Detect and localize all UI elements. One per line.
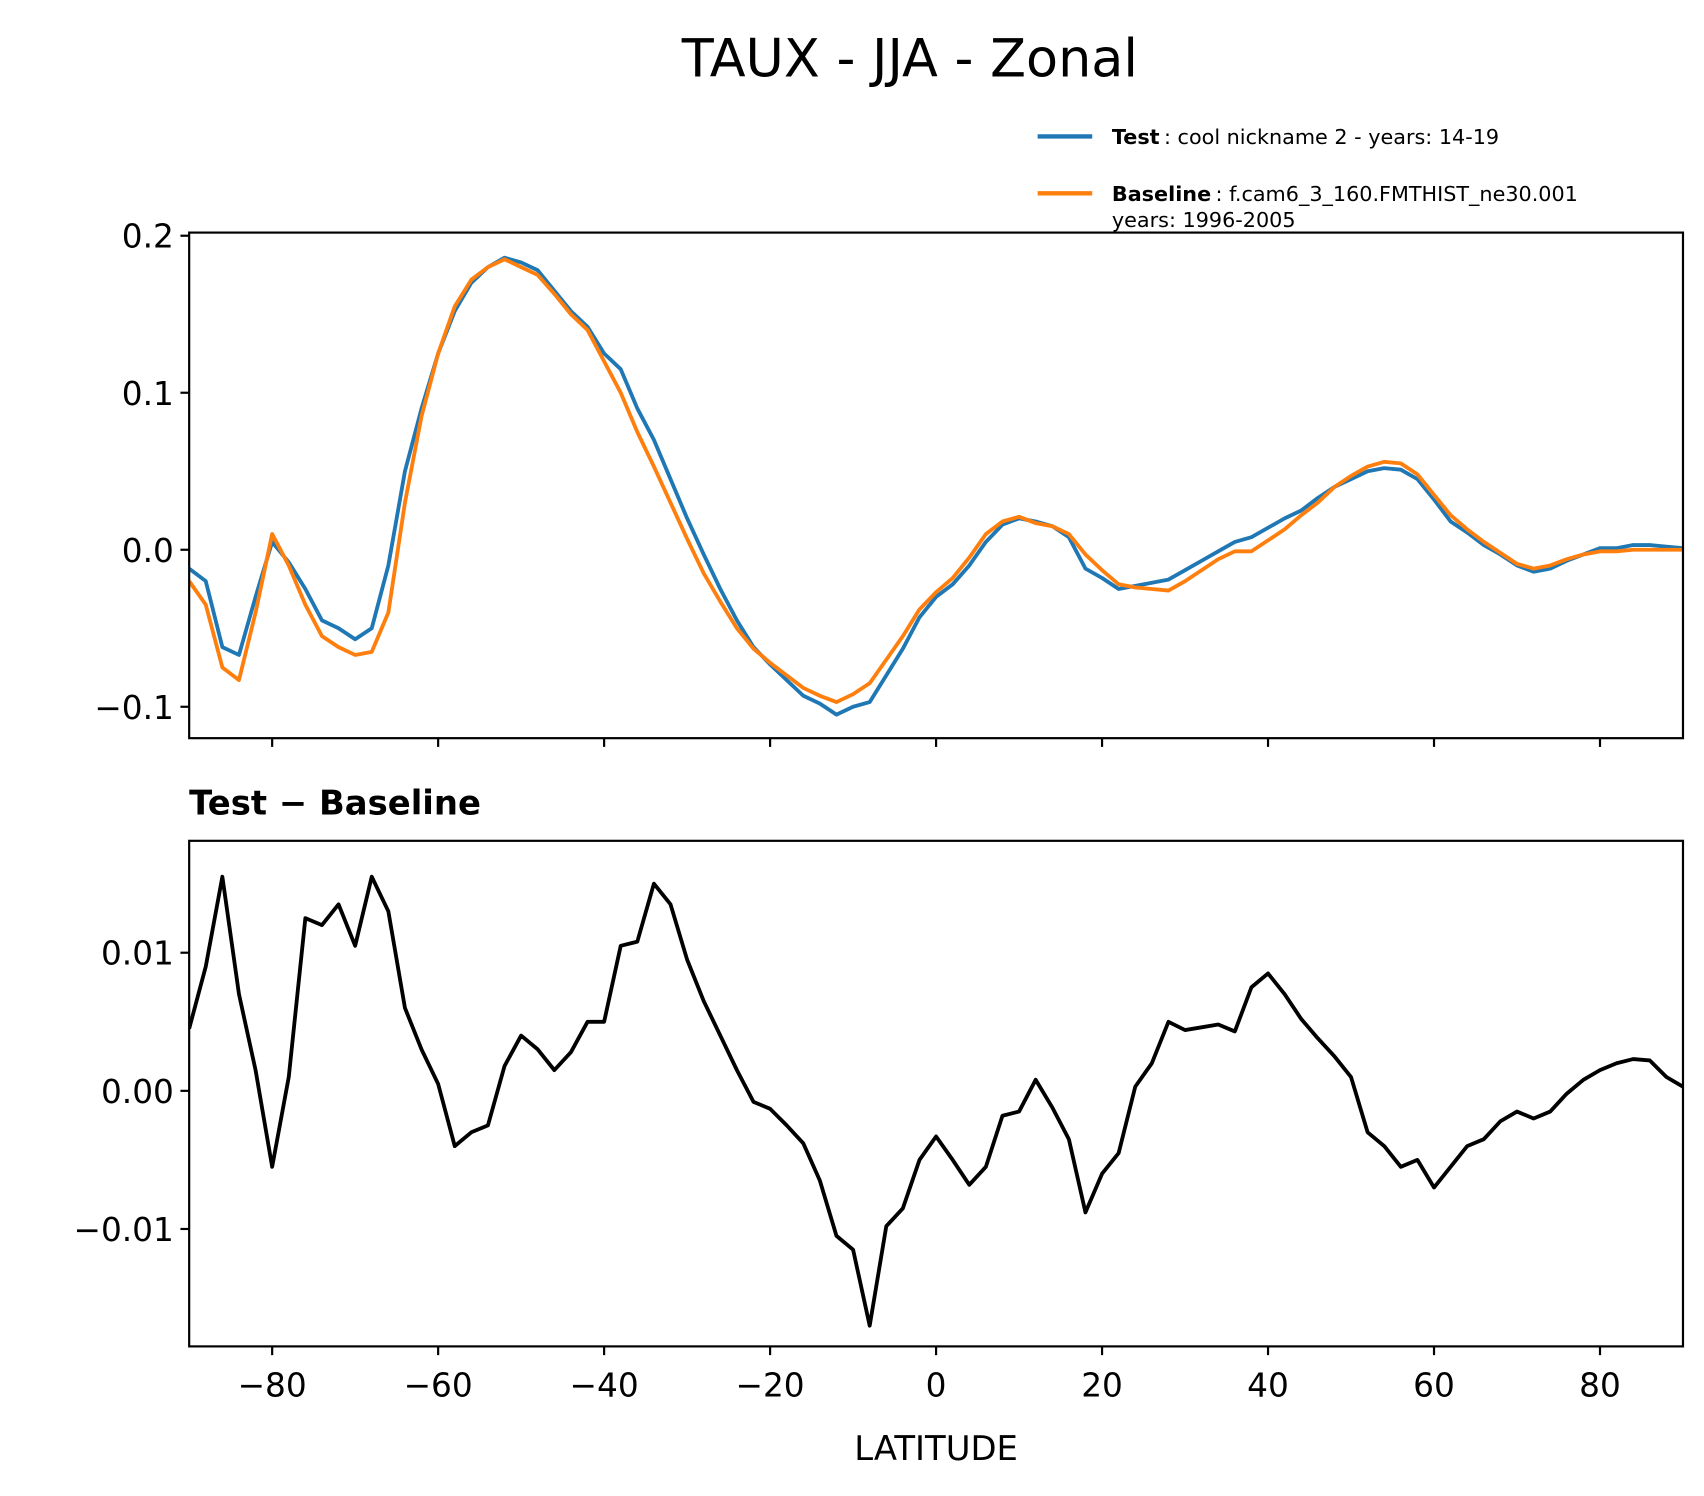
x-tick-label: 60 xyxy=(1413,1367,1455,1405)
y-tick-label: −0.1 xyxy=(94,689,174,727)
figure-title: TAUX - JJA - Zonal xyxy=(681,28,1138,89)
x-tick-label: −40 xyxy=(570,1367,639,1405)
y-tick-label: 0.00 xyxy=(101,1073,174,1111)
y-tick-label: 0.1 xyxy=(122,375,174,413)
y-tick-label: 0.2 xyxy=(122,218,174,256)
x-axis-label: LATITUDE xyxy=(854,1429,1018,1468)
x-tick-label: 80 xyxy=(1579,1367,1621,1405)
legend-description: : cool nickname 2 - years: 14-19 xyxy=(1164,125,1499,149)
data-line xyxy=(189,257,1683,704)
data-line xyxy=(189,255,1683,717)
axes-frame xyxy=(188,839,1685,1348)
x-tick-label: 20 xyxy=(1081,1367,1123,1405)
y-tick-label: 0.0 xyxy=(122,532,174,570)
legend-description: : f.cam6_3_160.FMTHIST_ne30.001 xyxy=(1216,182,1578,207)
axes-frame xyxy=(188,231,1685,740)
data-line xyxy=(189,874,1683,1328)
subplot-title: Test − Baseline xyxy=(189,784,481,823)
x-tick-label: 40 xyxy=(1247,1367,1289,1405)
y-tick-label: −0.01 xyxy=(74,1211,174,1249)
x-tick-label: −60 xyxy=(404,1367,473,1405)
x-tick-label: −80 xyxy=(238,1367,307,1405)
legend-entry: Test: cool nickname 2 - years: 14-19 xyxy=(1112,125,1499,149)
x-tick-label: −20 xyxy=(736,1367,805,1405)
y-tick-label: 0.01 xyxy=(101,935,174,973)
legend-name: Baseline xyxy=(1112,182,1211,206)
legend-name: Test xyxy=(1112,125,1160,149)
x-tick-label: 0 xyxy=(926,1367,947,1405)
legend-entry: Baseline: f.cam6_3_160.FMTHIST_ne30.001 y… xyxy=(1112,182,1578,232)
legend-description: years: 1996-2005 xyxy=(1112,208,1296,232)
